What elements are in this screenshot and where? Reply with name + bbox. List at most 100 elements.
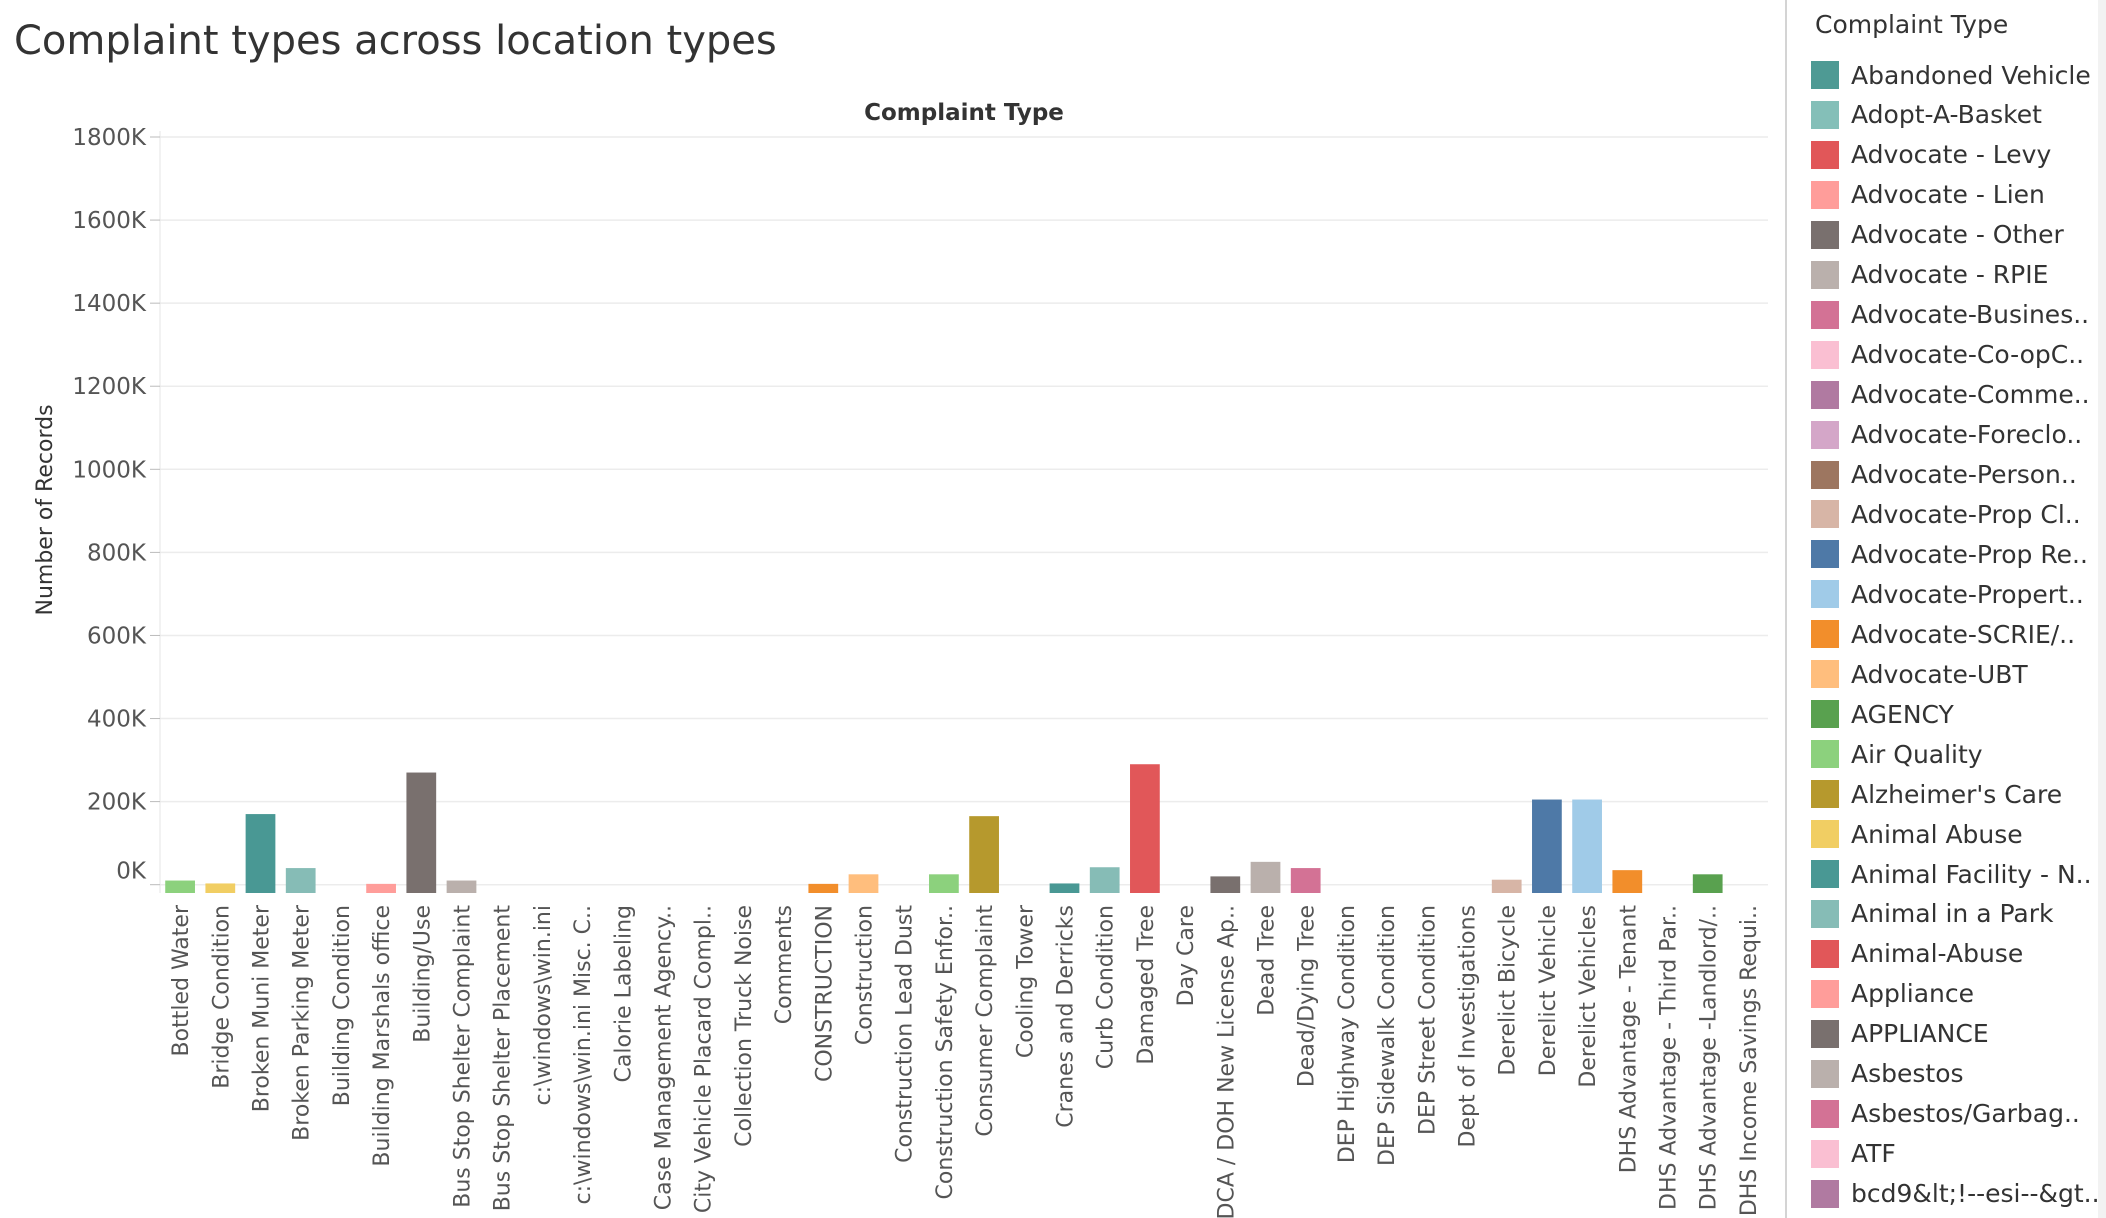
legend-item[interactable]: Animal-Abuse: [1811, 936, 2023, 972]
legend-item[interactable]: Air Quality: [1811, 736, 1983, 772]
x-tick-label: Calorie Labeling: [611, 905, 636, 1082]
legend-item[interactable]: Animal Facility - N..: [1811, 856, 2092, 892]
legend-item[interactable]: Appliance: [1811, 976, 1974, 1012]
legend-label: Advocate-Co-opC..: [1851, 340, 2085, 370]
bar[interactable]: [285, 868, 316, 893]
legend-item[interactable]: Advocate-Co-opC..: [1811, 337, 2084, 373]
x-tick-label: DEP Street Condition: [1415, 905, 1440, 1135]
bar[interactable]: [1572, 799, 1602, 893]
bar[interactable]: [808, 883, 839, 893]
bar[interactable]: [245, 814, 276, 893]
legend-label: Advocate-Propert..: [1851, 579, 2084, 609]
legend-swatch: [1811, 1179, 1839, 1208]
legend-item[interactable]: Animal Abuse: [1811, 816, 2023, 852]
legend-item[interactable]: Asbestos: [1811, 1056, 1964, 1092]
y-tick-label: 800K: [87, 540, 147, 566]
legend-label: Advocate-Foreclo..: [1851, 420, 2083, 450]
legend-item[interactable]: Advocate-Comme..: [1811, 377, 2090, 413]
y-tick-label: 1400K: [72, 291, 147, 317]
legend-item[interactable]: AGENCY: [1811, 696, 1954, 732]
legend-item[interactable]: Advocate-Prop Re..: [1811, 536, 2088, 572]
x-tick-label: Derelict Bicycle: [1496, 905, 1521, 1076]
bar[interactable]: [929, 874, 959, 893]
legend-label: Animal Abuse: [1851, 819, 2023, 849]
legend-item[interactable]: Advocate-Propert..: [1811, 576, 2084, 612]
bar[interactable]: [1290, 868, 1321, 893]
bar[interactable]: [1210, 876, 1241, 893]
legend-item[interactable]: Animal in a Park: [1811, 896, 2054, 932]
legend-swatch: [1811, 100, 1839, 129]
legend-item[interactable]: Advocate-Prop Cl..: [1811, 496, 2081, 532]
legend-swatch: [1811, 220, 1839, 249]
bar[interactable]: [1532, 799, 1562, 893]
legend-item[interactable]: Advocate - Lien: [1811, 177, 2045, 213]
x-tick-label: DHS Income Savings Requi..: [1737, 905, 1762, 1216]
x-tick-label: DCA / DOH New License Ap..: [1214, 905, 1239, 1218]
legend-swatch: [1811, 61, 1839, 89]
legend-item[interactable]: Advocate - Other: [1811, 217, 2064, 253]
bar[interactable]: [1089, 867, 1120, 893]
page-title: Complaint types across location types: [14, 18, 777, 64]
bar[interactable]: [969, 816, 999, 893]
legend-item[interactable]: Advocate-SCRIE/..: [1811, 616, 2075, 652]
legend-swatch: [1811, 780, 1839, 809]
x-tick-label: CONSTRUCTION: [812, 905, 837, 1082]
bar[interactable]: [446, 880, 477, 893]
legend-item[interactable]: Advocate-Foreclo..: [1811, 417, 2082, 453]
legend-label: Advocate-Busines..: [1851, 300, 2090, 330]
bar[interactable]: [1049, 883, 1080, 893]
legend-item[interactable]: Asbestos/Garbag..: [1811, 1096, 2080, 1132]
legend-swatch: [1811, 260, 1839, 289]
bar[interactable]: [165, 880, 195, 893]
x-tick-label: Derelict Vehicle: [1536, 905, 1561, 1076]
bar[interactable]: [205, 883, 236, 893]
legend-title: Complaint Type: [1815, 10, 2009, 39]
legend-swatch: [1811, 740, 1839, 769]
legend-swatch: [1811, 580, 1839, 609]
bar[interactable]: [1250, 861, 1281, 893]
legend-swatch: [1811, 660, 1839, 689]
legend-item[interactable]: Abandoned Vehicle: [1811, 57, 2091, 93]
legend-scrollbar[interactable]: [2098, 0, 2106, 1218]
legend-swatch: [1811, 1059, 1839, 1088]
bar-chart: Complaint Type Number of Records 0K 200K 4…: [33, 100, 1768, 1218]
legend-label: ATF: [1851, 1139, 1896, 1169]
legend-item[interactable]: Alzheimer's Care: [1811, 776, 2062, 812]
legend-swatch: [1811, 340, 1839, 369]
legend-item[interactable]: Advocate-Busines..: [1811, 297, 2089, 333]
x-tick-label: DEP Sidewalk Condition: [1375, 905, 1400, 1166]
x-tick-label: Consumer Complaint: [973, 905, 998, 1137]
legend-item[interactable]: Advocate-Person..: [1811, 457, 2077, 493]
bar[interactable]: [366, 883, 396, 893]
bar[interactable]: [406, 772, 437, 893]
bar[interactable]: [1491, 879, 1522, 893]
bar[interactable]: [1612, 870, 1643, 893]
x-tick-label: Cranes and Derricks: [1054, 905, 1079, 1128]
legend-swatch: [1811, 380, 1839, 409]
legend-label: Air Quality: [1851, 739, 1983, 769]
legend-swatch: [1811, 979, 1839, 1008]
bar[interactable]: [848, 874, 879, 893]
legend-label: Advocate-UBT: [1851, 659, 2028, 689]
legend-panel: Complaint Type Abandoned Vehicle Adopt-A-…: [1785, 0, 2106, 1218]
x-tick-label: Bus Stop Shelter Complaint: [451, 905, 476, 1208]
x-tick-label: Collection Truck Noise: [732, 905, 757, 1147]
legend-label: Advocate - RPIE: [1851, 260, 2049, 290]
x-tick-label: c:\windows\win.ini Misc. C..: [571, 905, 596, 1204]
x-tick-label: Dept of Investigations: [1456, 905, 1481, 1148]
chart-title: Complaint Type: [864, 100, 1064, 126]
bar[interactable]: [1130, 764, 1160, 893]
x-axis-labels: Bottled Water Bridge Condition Broken Muni…: [169, 904, 1762, 1218]
legend-item[interactable]: Advocate-UBT: [1811, 656, 2028, 692]
legend-item[interactable]: Advocate - RPIE: [1811, 257, 2048, 293]
legend-item[interactable]: Adopt-A-Basket: [1811, 97, 2042, 133]
legend-swatch: [1811, 860, 1839, 888]
legend-item[interactable]: APPLIANCE: [1811, 1016, 1989, 1052]
x-tick-label: Derelict Vehicles: [1576, 905, 1601, 1088]
legend-item[interactable]: bcd9&lt;!--esi--&gt..: [1811, 1176, 2100, 1212]
x-tick-label: DEP Highway Condition: [1335, 905, 1360, 1163]
legend-item[interactable]: ATF: [1811, 1136, 1896, 1172]
bar[interactable]: [1692, 874, 1723, 893]
y-axis-ticks: 0K 200K 400K 600K 800K 1000K 1200K 1400K 1600K 18…: [72, 125, 160, 886]
legend-item[interactable]: Advocate - Levy: [1811, 137, 2051, 173]
